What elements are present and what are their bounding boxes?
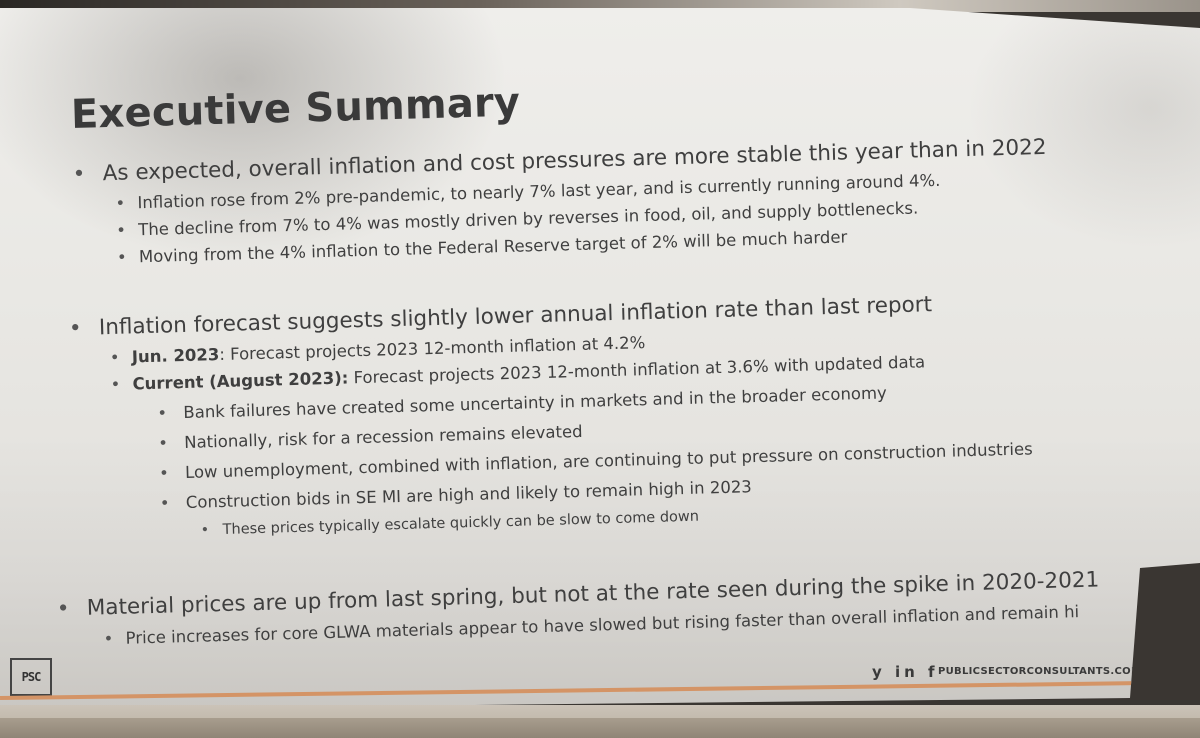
bullet-section-2-sub-2: Nationally, risk for a recession remains… xyxy=(184,422,583,452)
item-2-bold: Current (August 2023): xyxy=(132,368,349,394)
slide-paper: Executive Summary As expected, overall i… xyxy=(0,8,1200,710)
social-icons: y in f xyxy=(872,663,939,681)
slide-content: Executive Summary As expected, overall i… xyxy=(0,8,1200,710)
slide-title: Executive Summary xyxy=(70,79,521,139)
psc-logo: PSC xyxy=(10,658,52,696)
bullet-section-2: Inflation forecast suggests slightly low… xyxy=(99,292,933,340)
footer-website: PUBLICSECTORCONSULTANTS.COM xyxy=(938,666,1142,677)
item-1-bold: Jun. 2023 xyxy=(131,345,220,367)
item-1-text: : Forecast projects 2023 12-month inflat… xyxy=(219,333,646,365)
bullet-section-2-sub-4: Construction bids in SE MI are high and … xyxy=(186,477,752,512)
background-bottom-dark xyxy=(0,718,1200,738)
bullet-section-2-sub-1: Bank failures have created some uncertai… xyxy=(183,383,887,422)
bullet-section-2-subsub-1: These prices typically escalate quickly … xyxy=(222,509,699,538)
